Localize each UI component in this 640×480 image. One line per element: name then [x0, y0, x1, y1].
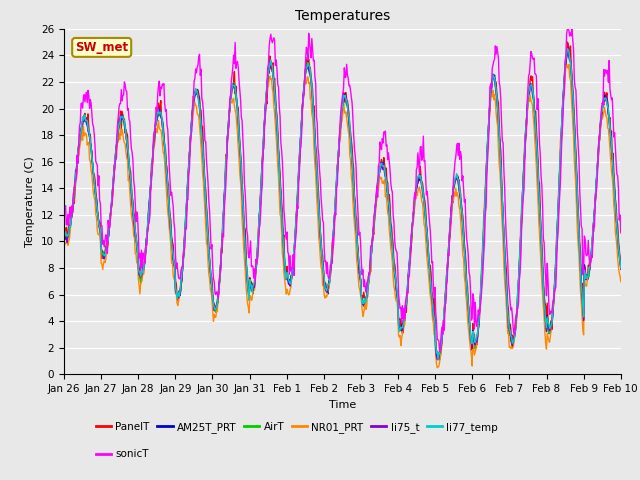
AirT: [214, 296, 221, 302]
AirT: [127, 186, 135, 192]
li77_temp: [184, 176, 192, 182]
li75_t: [617, 266, 625, 272]
li75_t: [410, 201, 418, 207]
sonicT: [564, 26, 572, 32]
li75_t: [184, 177, 192, 183]
PanelT: [410, 210, 418, 216]
Legend: sonicT: sonicT: [92, 445, 153, 464]
NR01_PRT: [565, 61, 573, 67]
li75_t: [214, 300, 221, 306]
AirT: [433, 355, 441, 361]
Line: NR01_PRT: NR01_PRT: [64, 64, 621, 368]
Text: SW_met: SW_met: [75, 41, 128, 54]
NR01_PRT: [426, 293, 434, 299]
Line: PanelT: PanelT: [64, 42, 621, 360]
Line: li75_t: li75_t: [64, 48, 621, 360]
sonicT: [214, 289, 221, 295]
NR01_PRT: [60, 243, 68, 249]
li75_t: [60, 233, 68, 239]
Line: sonicT: sonicT: [64, 29, 621, 351]
li77_temp: [70, 189, 78, 194]
sonicT: [436, 348, 444, 354]
NR01_PRT: [70, 193, 78, 199]
AM25T_PRT: [426, 275, 434, 281]
PanelT: [436, 357, 444, 363]
li75_t: [70, 191, 78, 196]
AM25T_PRT: [564, 45, 572, 51]
sonicT: [410, 196, 418, 202]
NR01_PRT: [184, 175, 192, 181]
li75_t: [127, 190, 135, 196]
X-axis label: Time: Time: [329, 400, 356, 409]
AM25T_PRT: [214, 301, 221, 307]
li77_temp: [127, 187, 135, 193]
PanelT: [60, 222, 68, 228]
NR01_PRT: [127, 212, 135, 218]
PanelT: [564, 39, 572, 45]
sonicT: [70, 188, 78, 193]
AM25T_PRT: [127, 190, 135, 196]
AirT: [60, 228, 68, 233]
Title: Temperatures: Temperatures: [295, 10, 390, 24]
li75_t: [426, 276, 434, 281]
PanelT: [617, 261, 625, 267]
AirT: [564, 48, 572, 54]
sonicT: [617, 230, 625, 236]
PanelT: [70, 201, 78, 206]
sonicT: [426, 228, 434, 234]
NR01_PRT: [410, 210, 418, 216]
AM25T_PRT: [70, 194, 78, 200]
AirT: [410, 205, 418, 211]
PanelT: [214, 300, 221, 305]
AirT: [184, 179, 192, 184]
AM25T_PRT: [435, 354, 443, 360]
AM25T_PRT: [617, 264, 625, 270]
li77_temp: [434, 357, 442, 362]
sonicT: [127, 145, 135, 151]
AM25T_PRT: [60, 228, 68, 234]
PanelT: [127, 180, 135, 186]
AirT: [70, 186, 78, 192]
li75_t: [564, 45, 572, 50]
Line: AirT: AirT: [64, 51, 621, 358]
li77_temp: [410, 202, 418, 208]
Line: AM25T_PRT: AM25T_PRT: [64, 48, 621, 357]
sonicT: [60, 201, 68, 206]
sonicT: [184, 197, 192, 203]
Line: li77_temp: li77_temp: [64, 48, 621, 360]
NR01_PRT: [214, 309, 221, 314]
PanelT: [426, 262, 434, 268]
AM25T_PRT: [184, 173, 192, 179]
AirT: [426, 275, 434, 281]
li75_t: [434, 357, 442, 362]
li77_temp: [214, 301, 221, 307]
PanelT: [184, 187, 192, 192]
li77_temp: [617, 265, 625, 271]
AirT: [617, 265, 625, 271]
li77_temp: [426, 275, 434, 281]
li77_temp: [564, 46, 572, 51]
Y-axis label: Temperature (C): Temperature (C): [26, 156, 35, 247]
NR01_PRT: [617, 279, 625, 285]
li77_temp: [60, 229, 68, 235]
AM25T_PRT: [410, 204, 418, 210]
NR01_PRT: [433, 365, 441, 371]
